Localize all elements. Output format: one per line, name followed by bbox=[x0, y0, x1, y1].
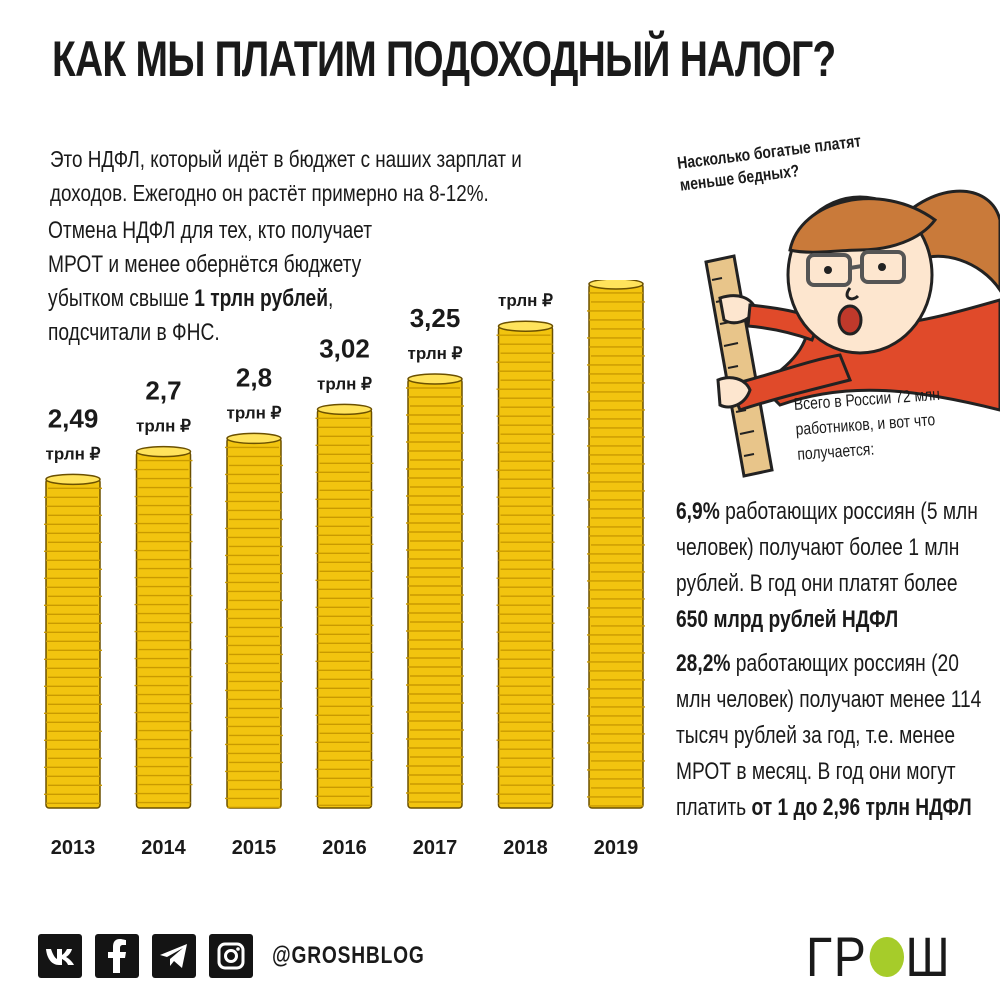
bar-value-label: 2,8 bbox=[236, 362, 272, 392]
stat-poor-text: работающих россиян (20 млн человек) полу… bbox=[676, 650, 982, 821]
intro2-line-4: подсчитали в ФНС. bbox=[48, 319, 220, 346]
bar-value-label: 2,7 bbox=[145, 376, 181, 406]
intro2-line-2: МРОТ и менее обернётся бюджету bbox=[48, 251, 362, 278]
bar-value-label: 3,02 bbox=[319, 333, 370, 363]
year-tick-label: 2013 bbox=[51, 837, 96, 859]
year-tick-label: 2018 bbox=[503, 837, 548, 859]
tax-revenue-chart: 2,49 трлн ₽ 2013 2,7 трлн ₽ 2014 2,8 трлн ₽ 2015… bbox=[44, 280, 645, 859]
year-tick-label: 2017 bbox=[413, 837, 458, 859]
stat-rich-percent: 6,9% bbox=[676, 498, 720, 525]
intro2-highlight: 1 трлн рублей bbox=[194, 285, 329, 312]
bar-value-label: 2,49 bbox=[48, 403, 99, 433]
intro-paragraph-2: Отмена НДФЛ для тех, кто получает МРОТ и… bbox=[48, 214, 424, 350]
intro2-comma: , bbox=[328, 285, 334, 312]
intro-line-2: доходов. Ежегодно он растёт примерно на … bbox=[50, 180, 489, 206]
workers-note: Всего в России 72 млн работников, и вот … bbox=[793, 384, 941, 464]
bar-unit-label: трлн ₽ bbox=[317, 374, 372, 393]
year-tick-label: 2019 bbox=[594, 837, 639, 859]
year-tick-label: 2016 bbox=[322, 837, 367, 859]
bar-2013 bbox=[44, 473, 102, 809]
hand-icon bbox=[716, 376, 752, 409]
stat-rich-amount: 650 млрд рублей НДФЛ bbox=[676, 606, 899, 633]
facebook-icon[interactable] bbox=[95, 934, 139, 978]
year-tick-label: 2015 bbox=[232, 837, 277, 859]
bar-2015 bbox=[225, 432, 283, 809]
bar-value-label: 3,25 bbox=[410, 303, 461, 333]
stat-rich: 6,9% работающих россиян (5 млн человек) … bbox=[676, 494, 988, 638]
bar-2017 bbox=[406, 373, 464, 809]
page-title: КАК МЫ ПЛАТИМ ПОДОХОДНЫЙ НАЛОГ? bbox=[52, 31, 836, 87]
bar-2014 bbox=[134, 445, 193, 809]
arm-icon-top bbox=[746, 303, 822, 342]
telegram-icon[interactable] bbox=[152, 934, 196, 978]
intro-text: Это НДФЛ, который идёт в бюджет с наших … bbox=[50, 142, 673, 210]
bar-2019 bbox=[587, 280, 645, 809]
stat-poor-amount: от 1 до 2,96 трлн НДФЛ bbox=[751, 794, 972, 821]
girl-with-ruler-illustration bbox=[704, 189, 1000, 478]
glasses-icon bbox=[806, 250, 906, 287]
arm-icon bbox=[727, 353, 853, 412]
stat-rich-text: работающих россиян (5 млн человек) получ… bbox=[676, 498, 978, 597]
logo-text-a: ГР bbox=[806, 925, 868, 988]
mouth-icon bbox=[837, 304, 863, 336]
intro2-line-3: убытком свыше 1 трлн рублей, bbox=[48, 282, 424, 316]
year-tick-label: 2014 bbox=[141, 837, 186, 859]
grosh-logo: ГР Ш bbox=[806, 924, 951, 989]
bar-unit-label: трлн ₽ bbox=[227, 403, 282, 422]
stats-block: 6,9% работающих россиян (5 млн человек) … bbox=[676, 494, 988, 834]
bar-unit-label: трлн ₽ bbox=[46, 444, 101, 463]
ruler-icon bbox=[704, 254, 774, 478]
bar-unit-label: трлн ₽ bbox=[408, 344, 463, 363]
stat-poor-percent: 28,2% bbox=[676, 650, 731, 677]
logo-circle-icon bbox=[869, 936, 904, 977]
bar-2016 bbox=[315, 403, 374, 809]
bar-unit-label: трлн ₽ bbox=[498, 291, 553, 310]
stat-poor: 28,2% работающих россиян (20 млн человек… bbox=[676, 646, 988, 826]
instagram-icon[interactable] bbox=[209, 934, 253, 978]
bar-2018 bbox=[496, 320, 555, 809]
intro2-text: убытком свыше bbox=[48, 285, 195, 312]
social-handle[interactable]: @GROSHBLOG bbox=[272, 942, 425, 969]
bar-unit-label: трлн ₽ bbox=[136, 417, 191, 436]
social-links bbox=[38, 934, 253, 978]
intro-line-1: Это НДФЛ, который идёт в бюджет с наших … bbox=[50, 146, 522, 172]
vk-icon[interactable] bbox=[38, 934, 82, 978]
intro2-line-1: Отмена НДФЛ для тех, кто получает bbox=[48, 217, 372, 244]
logo-text-b: Ш bbox=[905, 925, 952, 988]
hair-icon bbox=[788, 197, 938, 254]
